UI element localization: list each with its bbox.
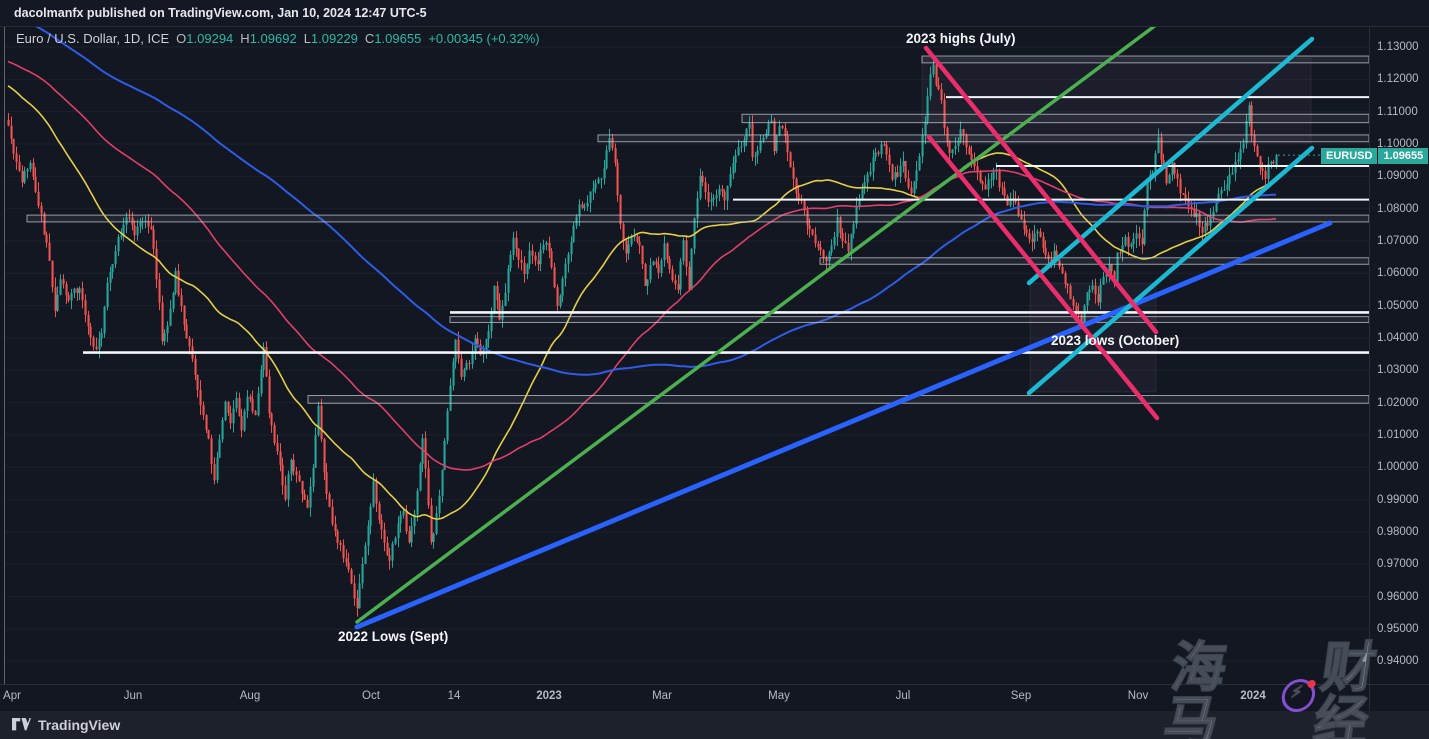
price-tick-label: 0.97000 [1377, 558, 1419, 571]
symbol-title: Euro / U.S. Dollar, 1D, ICE [16, 31, 170, 46]
pink-downtrend-lower [926, 134, 1160, 421]
price-tick-label: 0.95000 [1377, 622, 1419, 635]
symbol-legend[interactable]: Euro / U.S. Dollar, 1D, ICE O1.09294 H1.09… [16, 31, 540, 46]
band-1.108 [741, 113, 1369, 124]
price-tick-label: 0.99000 [1377, 493, 1419, 506]
time-tick-label: Jul [895, 690, 911, 702]
time-tick-label: Mar [652, 690, 672, 702]
price-tick-label: 0.98000 [1377, 525, 1419, 538]
pink-downtrend-upper [923, 45, 1159, 335]
current-price-badge: EURUSD 1.09655 [1321, 148, 1429, 164]
legend-change: +0.00345 (+0.32%) [428, 31, 540, 46]
band-1.021 [307, 395, 1369, 404]
zone-2023-high [921, 55, 1369, 64]
ma-slow [35, 27, 1277, 376]
chart-annotation: 2023 highs (July) [906, 31, 1016, 46]
green-macro-uptrend [355, 27, 1157, 624]
legend-ohlc-value: 1.09294 [186, 31, 234, 46]
price-tick-label: 1.02000 [1377, 396, 1419, 409]
ma-fast [7, 85, 1277, 520]
band-1.077 [26, 214, 1369, 223]
band-1.102 [597, 134, 1369, 143]
tradingview-logo-icon [12, 718, 31, 731]
publisher-bar: dacolmanfx published on TradingView.com,… [0, 0, 1429, 27]
legend-ohlc-key: C [364, 31, 375, 46]
price-tick-label: 1.12000 [1377, 73, 1419, 86]
watermark-cn-text: 海马 ⚡ 财经 [1159, 637, 1383, 739]
publisher-text: dacolmanfx published on TradingView.com,… [14, 6, 427, 20]
time-tick-label: Oct [362, 690, 380, 702]
price-tick-label: 1.07000 [1377, 234, 1419, 247]
price-tick-label: 1.11000 [1377, 105, 1418, 118]
july-high-range-box [921, 57, 1312, 144]
cyan-channel-lower [1026, 145, 1315, 396]
price-tick-label: 1.03000 [1377, 364, 1419, 377]
price-tick-label: 1.06000 [1377, 267, 1419, 280]
price-tick-label: 1.13000 [1377, 41, 1419, 53]
time-tick-label: 2024 [1240, 690, 1266, 702]
footer-bar: TradingView [0, 711, 1429, 739]
price-tick-label: 1.04000 [1377, 331, 1419, 344]
time-tick-label: Apr [3, 690, 21, 702]
price-tick-label: 0.94000 [1377, 655, 1419, 668]
legend-ohlc-key: O [176, 31, 187, 46]
time-tick-label: Sep [1010, 690, 1032, 702]
chart-annotation: 2023 lows (October) [1051, 333, 1180, 348]
ma-mid [7, 60, 1277, 471]
price-tick-label: 0.96000 [1377, 590, 1419, 603]
time-tick-label: 2023 [536, 690, 562, 702]
tradingview-brand-text: TradingView [38, 717, 121, 733]
time-tick-label: May [768, 690, 790, 702]
watermark[interactable]: 海马 ⚡ 财经 zzrt01.cn [1159, 637, 1429, 739]
time-tick-label: 14 [447, 690, 461, 702]
legend-ohlc-value: 1.09655 [374, 31, 422, 46]
legend-ohlc-key: L [303, 31, 311, 46]
badge-symbol: EURUSD [1321, 148, 1378, 164]
chart-annotation: 2022 Lows (Sept) [338, 629, 449, 644]
watermark-logo-icon: ⚡ [1279, 678, 1318, 712]
price-tick-label: 1.00000 [1377, 461, 1419, 474]
price-tick-label: 1.09000 [1377, 170, 1419, 183]
tradingview-logo[interactable]: TradingView [12, 716, 132, 734]
legend-ohlc-key: H [240, 31, 250, 46]
price-tick-label: 1.01000 [1377, 428, 1419, 441]
time-tick-label: Nov [1127, 690, 1149, 702]
legend-ohlc-value: 1.09229 [310, 31, 358, 46]
time-tick-label: Aug [239, 690, 261, 702]
price-tick-label: 1.05000 [1377, 299, 1419, 312]
price-tick-label: 1.10000 [1377, 137, 1419, 150]
legend-ohlc-value: 1.09692 [249, 31, 297, 46]
band-1.046 [449, 316, 1369, 323]
price-tick-label: 1.08000 [1377, 202, 1419, 215]
cyan-channel-upper [1026, 36, 1315, 286]
time-tick-label: Jun [123, 690, 143, 702]
blue-macro-uptrend [354, 220, 1333, 630]
badge-price: 1.09655 [1378, 148, 1429, 164]
